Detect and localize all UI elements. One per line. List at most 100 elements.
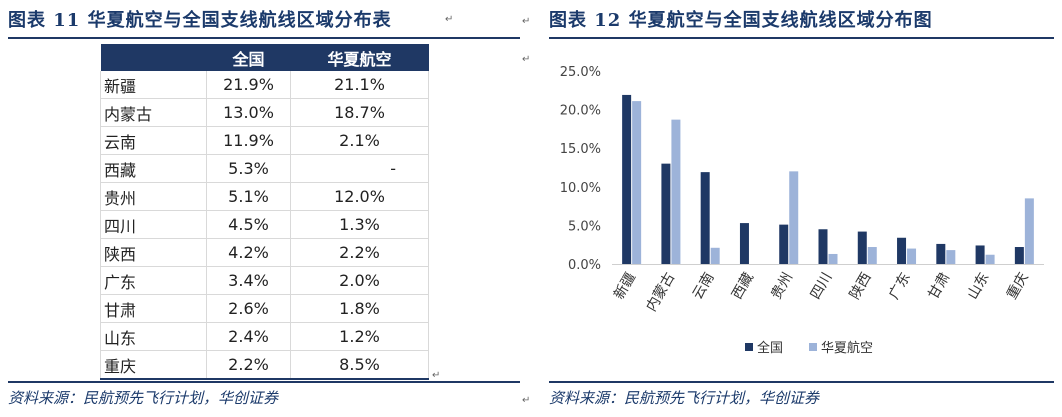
x-tick-label: 重庆 [1004,270,1032,302]
huaxia-cell: 1.8% [290,294,429,323]
x-tick-label: 广东 [886,270,914,302]
huaxia-bar [985,254,995,264]
table-row: 西藏 5.3% - [100,154,429,183]
x-tick-label: 新疆 [611,270,639,302]
huaxia-bar [907,248,917,264]
national-cell: 2.6% [206,294,291,323]
region-cell: 陕西 [100,238,207,267]
national-bar [857,231,867,264]
paragraph-mark: ↵ [522,395,531,406]
chart-figure-title: 图表 12 华夏航空与全国支线航线区域分布图 [549,10,933,31]
national-bar [897,237,907,264]
region-cell: 内蒙古 [100,98,207,127]
huaxia-cell: 1.3% [290,210,429,239]
national-cell: 5.3% [206,154,291,183]
paragraph-mark: ↵ [432,370,441,381]
national-cell: 4.2% [206,238,291,267]
national-cell: 4.5% [206,210,291,239]
y-axis: 0.0% 5.0% 10.0% 15.0% 20.0% 25.0% [560,65,1044,273]
x-tick-label: 甘肃 [925,270,953,302]
y-tick-label: 15.0% [560,142,601,157]
distribution-table: 全国 华夏航空 新疆 21.9% 21.1% 内蒙古 13.0% 18.7% 云南 11.… [100,44,429,380]
huaxia-bar [867,247,877,264]
paragraph-mark: ↵ [445,14,454,25]
huaxia-bar [828,253,838,264]
region-cell: 贵州 [100,182,207,211]
region-cell: 西藏 [100,154,207,183]
table-row: 重庆 2.2% 8.5% [100,350,429,380]
huaxia-bar [1024,198,1034,264]
huaxia-cell: 2.1% [290,126,429,155]
national-cell: 21.9% [206,71,291,99]
huaxia-cell: - [290,154,429,183]
national-bar [661,163,671,264]
huaxia-cell: 8.5% [290,350,429,380]
legend-label: 全国 [757,340,783,356]
huaxia-cell: 21.1% [290,71,429,99]
table-header-national: 全国 [206,44,291,71]
legend-swatch [809,343,817,351]
region-cell: 甘肃 [100,294,207,323]
national-cell: 2.2% [206,350,291,380]
region-cell: 云南 [100,126,207,155]
region-cell: 山东 [100,322,207,351]
table-source-note: 资料来源：民航预先飞行计划，华创证券 [8,389,279,407]
region-cell: 新疆 [100,71,207,99]
chart-legend: 全国 华夏航空 [745,340,873,356]
national-cell: 2.4% [206,322,291,351]
table-row: 四川 4.5% 1.3% [100,210,429,239]
y-tick-label: 0.0% [568,258,601,273]
region-cell: 广东 [100,266,207,295]
distribution-bar-chart: 0.0% 5.0% 10.0% 15.0% 20.0% 25.0% 新疆 内蒙古 云南 西藏 贵州… [560,65,1044,356]
title-underline [549,37,1054,39]
huaxia-bar [946,250,956,264]
huaxia-cell: 12.0% [290,182,429,211]
y-tick-label: 25.0% [560,65,601,80]
paragraph-mark: ↵ [522,16,531,27]
national-bar [936,243,946,264]
source-rule [8,381,520,383]
table-figure-title: 图表 11 华夏航空与全国支线航线区域分布表 [8,10,392,31]
y-tick-label: 5.0% [568,219,601,234]
national-cell: 3.4% [206,266,291,295]
national-bar [739,223,749,264]
national-bar [779,224,789,264]
region-cell: 重庆 [100,350,207,380]
national-bar [700,172,710,264]
huaxia-bar [789,171,799,264]
huaxia-cell: 2.2% [290,238,429,267]
national-cell: 5.1% [206,182,291,211]
national-cell: 11.9% [206,126,291,155]
huaxia-cell: 18.7% [290,98,429,127]
national-bar [1014,247,1024,264]
legend-swatch [745,343,753,351]
paragraph-mark: ↵ [522,54,531,65]
table-row: 广东 3.4% 2.0% [100,266,429,295]
x-tick-label: 山东 [965,270,993,302]
table-row: 新疆 21.9% 21.1% [100,71,429,99]
table-row: 山东 2.4% 1.2% [100,322,429,351]
table-header-huaxia: 华夏航空 [290,44,429,71]
y-tick-label: 10.0% [560,181,601,196]
bar-series [622,94,1034,264]
region-cell: 四川 [100,210,207,239]
table-row: 陕西 4.2% 2.2% [100,238,429,267]
table-row: 甘肃 2.6% 1.8% [100,294,429,323]
huaxia-cell: 1.2% [290,322,429,351]
title-underline [8,37,520,39]
table-row: 内蒙古 13.0% 18.7% [100,98,429,127]
national-bar [622,94,632,264]
x-tick-label: 西藏 [729,270,757,302]
x-tick-label: 云南 [690,270,718,302]
legend-label: 华夏航空 [821,340,873,356]
huaxia-bar [710,247,720,264]
source-rule [549,381,1054,383]
x-tick-label: 四川 [808,270,836,302]
table-row: 云南 11.9% 2.1% [100,126,429,155]
x-axis-labels: 新疆 内蒙古 云南 西藏 贵州 四川 陕西 广东 甘肃 山东 重庆 [611,270,1032,314]
table-header-blank [100,44,207,71]
national-bar [975,245,985,264]
national-bar [818,229,828,264]
national-cell: 13.0% [206,98,291,127]
table-header-row: 全国 华夏航空 [100,44,429,71]
